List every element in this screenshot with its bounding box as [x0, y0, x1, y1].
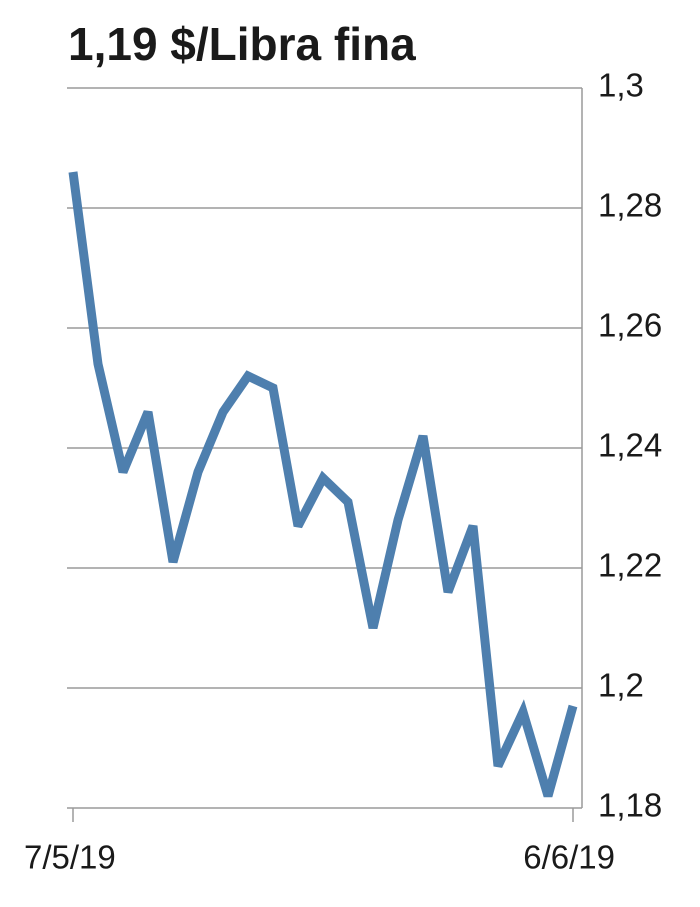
y-tick-label: 1,28	[598, 187, 662, 224]
line	[68, 171, 578, 798]
y-tick-label: 1,22	[598, 547, 662, 584]
y-tick-label: 1,24	[598, 427, 662, 464]
x-tick-label: 7/5/19	[24, 839, 116, 876]
x-tick-label: 6/6/19	[523, 839, 615, 876]
chart-title: 1,19 $/Libra fina	[68, 18, 416, 70]
y-tick-label: 1,26	[598, 307, 662, 344]
y-tick-label: 1,3	[598, 67, 644, 104]
y-tick-label: 1,18	[598, 787, 662, 824]
y-tick-label: 1,2	[598, 667, 644, 704]
